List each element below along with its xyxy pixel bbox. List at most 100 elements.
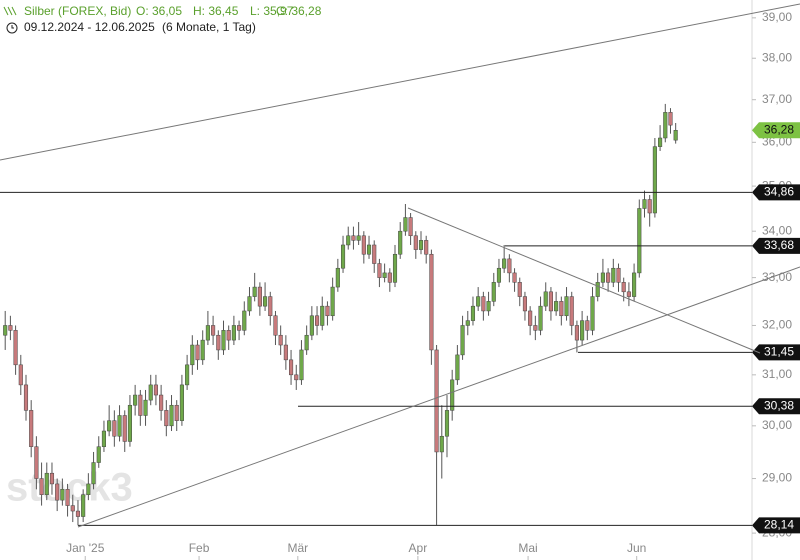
candle-body — [564, 296, 569, 317]
candle-body — [29, 410, 34, 447]
candle-body — [101, 430, 107, 447]
candle-body — [143, 399, 148, 416]
candle-body — [278, 334, 283, 346]
candle-body — [257, 286, 262, 307]
candle-body — [418, 240, 424, 250]
y-tick-label: 30,00 — [762, 418, 792, 432]
ohlc-low: L: 35,97 — [250, 4, 294, 18]
y-tick-label: 29,00 — [762, 471, 792, 485]
candle-body — [226, 330, 231, 341]
candle-body — [465, 320, 470, 326]
price-box — [752, 184, 800, 201]
candle-body — [216, 334, 221, 351]
ohlc-open: O: 36,05 — [136, 4, 182, 18]
candle-body — [81, 494, 86, 517]
candle-body — [294, 374, 299, 381]
candle-body — [335, 267, 340, 288]
candle-body — [366, 244, 372, 255]
candle-body — [205, 325, 210, 341]
candle-body — [18, 364, 23, 386]
candle-body — [481, 296, 486, 312]
trend-line — [0, 3, 800, 161]
candle-body — [600, 272, 605, 283]
candle-body — [512, 272, 517, 283]
candle-body — [439, 435, 444, 453]
candle-body — [122, 415, 127, 442]
candle-body — [522, 296, 527, 312]
candle-body — [647, 199, 652, 214]
candle-body — [3, 325, 8, 336]
candle-body — [621, 282, 626, 293]
candle-body — [330, 286, 335, 317]
candle-body — [190, 344, 195, 366]
candle-body — [242, 310, 247, 331]
candle-body — [289, 359, 294, 376]
price-label: 33,68 — [764, 238, 794, 252]
candle-body — [444, 410, 450, 437]
candle-body — [8, 325, 13, 331]
clock-hand — [11, 25, 14, 29]
ohlc-close: C: 36,28 — [276, 4, 322, 18]
price-box — [752, 398, 800, 415]
candle-body — [455, 354, 460, 381]
y-tick-label: 32,00 — [762, 318, 792, 332]
candle-body — [39, 478, 44, 495]
candle-body — [164, 410, 169, 427]
trend-line — [407, 207, 761, 354]
candle-body — [398, 230, 403, 255]
trend-line — [77, 266, 800, 528]
candle-body — [13, 330, 18, 366]
candle-body — [434, 349, 439, 453]
candle-body — [554, 301, 559, 312]
candle-body — [595, 282, 600, 297]
candle-body — [268, 296, 273, 317]
candle-body — [528, 310, 533, 326]
candle-body — [450, 379, 455, 411]
y-tick-label: 37,00 — [762, 92, 792, 106]
ohlc-high: H: 36,45 — [193, 4, 239, 18]
candle-body — [382, 272, 387, 278]
candle-body — [361, 235, 366, 255]
candle-body — [413, 235, 418, 250]
candle-body — [626, 291, 631, 297]
candle-body — [606, 272, 611, 283]
candle-body — [60, 489, 65, 501]
candle-body — [283, 344, 288, 361]
candle-body — [580, 320, 585, 341]
candle-body — [252, 286, 257, 297]
candle-body — [138, 394, 143, 416]
candle-body — [179, 384, 184, 421]
candle-body — [159, 394, 164, 411]
candle-body — [377, 263, 382, 278]
candle-body — [340, 244, 346, 269]
candle-body — [325, 305, 330, 317]
candle-body — [117, 415, 122, 437]
candle-body — [49, 472, 55, 485]
candle-body — [221, 330, 226, 351]
candle-body — [486, 301, 491, 312]
date-range: 09.12.2024 - 12.06.2025 — [24, 20, 155, 34]
price-label: 31,45 — [764, 345, 794, 359]
price-label: 30,38 — [764, 398, 794, 412]
title: Silber (FOREX, Bid) — [24, 4, 131, 18]
candle-body — [112, 420, 117, 437]
candle-body — [153, 384, 158, 396]
x-tick-label: Mai — [518, 541, 537, 555]
price-label: 36,28 — [764, 122, 794, 136]
candle-body — [491, 282, 496, 302]
candle-body — [263, 296, 268, 307]
price-label: 34,86 — [764, 185, 794, 199]
candle-body — [543, 291, 548, 307]
candle-body — [392, 253, 398, 283]
candle-body — [23, 384, 29, 411]
candle-body — [637, 208, 642, 274]
candle-body — [309, 315, 314, 336]
candle-body — [663, 112, 668, 139]
candle-body — [496, 267, 502, 283]
candle-body — [185, 364, 190, 386]
candle-body — [403, 217, 408, 232]
candle-body — [673, 130, 678, 141]
clock-icon — [6, 22, 18, 34]
candle-body — [107, 420, 112, 432]
